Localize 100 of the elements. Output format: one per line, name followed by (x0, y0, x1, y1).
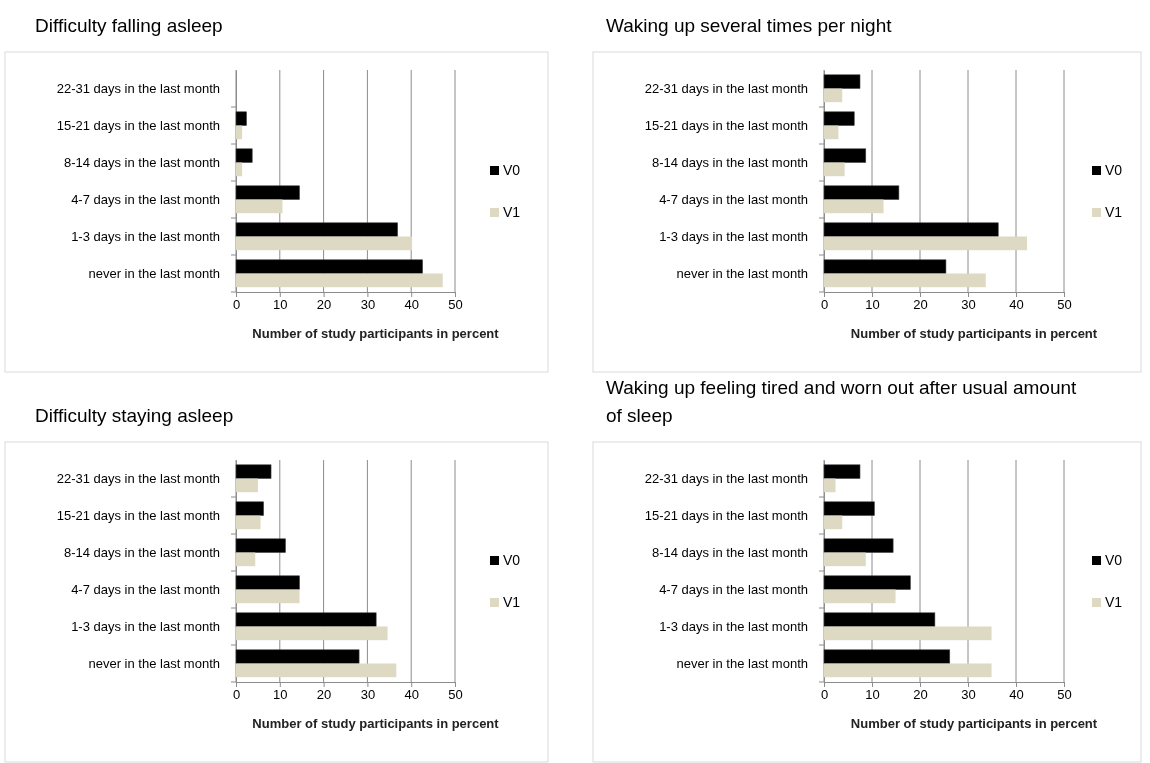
x-tick-label: 0 (820, 687, 829, 703)
x-tick-label: 30 (961, 687, 976, 703)
chart-title: Waking up feeling tired and worn out after usual amount of sleep (606, 377, 1078, 426)
bar (824, 199, 884, 214)
x-axis-title: Number of study participants in percent (850, 716, 1098, 731)
bar (235, 464, 272, 479)
bar (823, 74, 861, 89)
x-tick-label: 20 (913, 687, 928, 703)
x-tick-label: 0 (820, 297, 829, 313)
y-tick-label: 1-3 days in the last month (71, 228, 220, 244)
legend-label: V0 (1105, 162, 1123, 178)
x-tick-label: 30 (360, 687, 376, 703)
bar (823, 649, 951, 664)
bar (824, 478, 836, 493)
legend-label: V1 (503, 594, 521, 610)
x-tick-label: 10 (273, 297, 288, 313)
x-tick-label: 30 (961, 297, 976, 313)
bar (823, 185, 900, 200)
bar (824, 552, 866, 567)
bar (236, 236, 413, 251)
bar (235, 538, 286, 553)
bar (235, 222, 398, 237)
bar (823, 259, 947, 274)
y-tick-label: 8-14 days in the last month (651, 154, 808, 170)
bar (823, 464, 861, 479)
x-tick-label: 20 (316, 687, 332, 703)
bar (823, 612, 936, 627)
bar (824, 626, 992, 641)
y-tick-label: never in the last month (676, 655, 808, 671)
bar (824, 236, 1028, 251)
bar (236, 273, 443, 288)
y-tick-label: 15-21 days in the last month (644, 117, 808, 133)
x-tick-label: 40 (404, 687, 419, 703)
bar (235, 649, 360, 664)
bar (824, 273, 986, 288)
chart-title: Difficulty falling asleep (35, 15, 223, 36)
x-tick-label: 40 (404, 297, 419, 313)
bar (236, 663, 397, 678)
bar (235, 148, 253, 163)
bar (824, 162, 845, 177)
bar (236, 626, 388, 641)
x-axis-title: Number of study participants in percent (850, 326, 1098, 341)
bar (236, 589, 300, 604)
x-tick-label: 50 (448, 687, 463, 703)
x-tick-label: 10 (865, 297, 880, 313)
chart-title: Waking up several times per night (606, 15, 893, 36)
bar (824, 663, 992, 678)
y-tick-label: 22-31 days in the last month (644, 80, 808, 96)
y-tick-label: 8-14 days in the last month (63, 544, 220, 560)
legend-label: V0 (503, 552, 521, 568)
bar (236, 125, 243, 140)
x-tick-label: 40 (1009, 297, 1024, 313)
y-tick-label: 4-7 days in the last month (659, 581, 808, 597)
x-tick-label: 0 (232, 297, 241, 313)
x-axis-title: Number of study participants in percent (252, 326, 500, 341)
x-tick-label: 50 (448, 297, 463, 313)
legend-label: V1 (1105, 594, 1123, 610)
bar (235, 185, 300, 200)
y-tick-label: never in the last month (676, 265, 808, 281)
y-tick-label: never in the last month (88, 265, 220, 281)
y-tick-label: 4-7 days in the last month (71, 191, 220, 207)
y-tick-label: 22-31 days in the last month (644, 470, 808, 486)
y-tick-label: 8-14 days in the last month (63, 154, 220, 170)
bar (236, 478, 258, 493)
y-tick-label: 1-3 days in the last month (71, 618, 220, 634)
y-tick-label: 15-21 days in the last month (56, 117, 220, 133)
x-tick-label: 20 (913, 297, 928, 313)
x-tick-label: 50 (1057, 297, 1072, 313)
bar (236, 162, 243, 177)
bar (824, 589, 896, 604)
bar (235, 612, 377, 627)
bar (236, 199, 283, 214)
x-tick-label: 20 (316, 297, 332, 313)
y-tick-label: 22-31 days in the last month (56, 80, 220, 96)
bar (823, 538, 894, 553)
legend-label: V1 (503, 204, 521, 220)
x-tick-label: 10 (865, 687, 880, 703)
y-tick-label: 4-7 days in the last month (659, 191, 808, 207)
x-tick-label: 10 (273, 687, 288, 703)
legend-label: V1 (1105, 204, 1123, 220)
legend-label: V0 (1105, 552, 1123, 568)
x-tick-label: 30 (360, 297, 376, 313)
bar (824, 125, 839, 140)
y-tick-label: 8-14 days in the last month (651, 544, 808, 560)
bar (823, 148, 867, 163)
bar (823, 501, 875, 516)
y-tick-label: 4-7 days in the last month (71, 581, 220, 597)
y-tick-label: 15-21 days in the last month (56, 507, 220, 523)
bar (824, 88, 843, 103)
bar (235, 111, 247, 126)
chart-title: Difficulty staying asleep (35, 405, 234, 426)
bar (236, 515, 261, 530)
bar (235, 501, 264, 516)
x-tick-label: 0 (232, 687, 241, 703)
bar (824, 515, 843, 530)
bar (235, 575, 300, 590)
y-tick-label: never in the last month (88, 655, 220, 671)
bar (823, 111, 855, 126)
bar (823, 575, 911, 590)
y-tick-label: 1-3 days in the last month (659, 228, 808, 244)
